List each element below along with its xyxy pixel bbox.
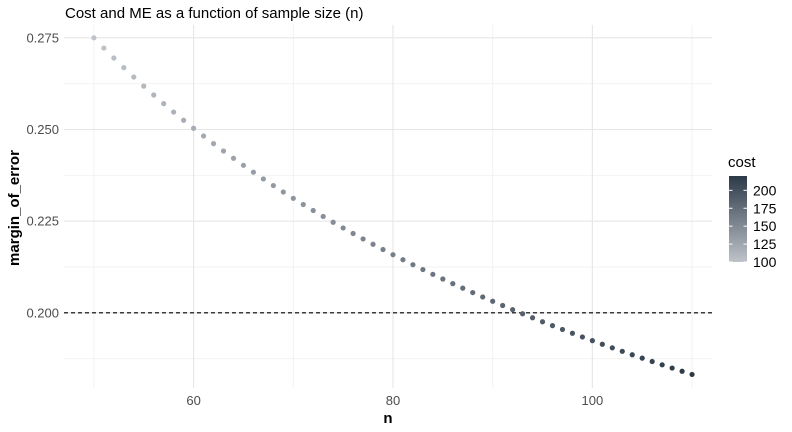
data-point: [510, 307, 516, 313]
data-point: [450, 281, 456, 287]
data-point: [290, 195, 296, 201]
data-point: [141, 83, 147, 89]
chart-title: Cost and ME as a function of sample size…: [65, 5, 363, 22]
data-point: [380, 246, 386, 253]
data-point: [529, 315, 536, 321]
data-point: [370, 241, 376, 247]
y-tick-label: 0.250: [26, 122, 59, 137]
data-point: [440, 276, 446, 282]
data-point: [519, 311, 526, 317]
data-point: [689, 371, 695, 378]
data-point: [181, 117, 187, 123]
minor-gridlines: [64, 25, 712, 388]
data-point: [270, 182, 276, 189]
data-point: [161, 101, 167, 107]
legend-tick-label: 175: [753, 200, 777, 216]
data-point: [480, 294, 486, 300]
x-tick-label: 80: [386, 393, 400, 408]
data-point: [629, 352, 635, 358]
data-point: [340, 225, 346, 231]
y-axis-title: margin_of_error: [6, 150, 23, 266]
x-axis-title: n: [383, 410, 392, 427]
data-point: [220, 148, 227, 154]
data-points: [91, 35, 695, 378]
data-point: [300, 201, 306, 208]
data-point: [410, 262, 416, 268]
data-point: [649, 358, 655, 365]
legend-tick-label: 200: [753, 182, 777, 198]
data-point: [609, 345, 615, 351]
data-point: [619, 348, 625, 354]
data-point: [679, 368, 685, 374]
data-point: [320, 213, 326, 220]
legend-tick-label: 150: [753, 218, 777, 234]
data-point: [191, 125, 197, 131]
data-point: [230, 155, 237, 161]
data-point: [121, 65, 127, 71]
data-point: [101, 45, 107, 51]
major-gridlines: [64, 25, 712, 388]
data-point: [669, 365, 675, 371]
data-point: [390, 252, 396, 258]
legend-title: cost: [728, 154, 756, 171]
y-tick-label: 0.200: [26, 305, 59, 320]
y-axis-ticks: 0.200 0.225 0.250 0.275: [26, 30, 59, 320]
x-tick-label: 100: [582, 393, 604, 408]
data-point: [430, 271, 436, 277]
data-point: [131, 74, 137, 80]
data-point: [460, 285, 466, 291]
data-point: [210, 141, 217, 147]
data-point: [659, 362, 665, 368]
data-point: [280, 189, 286, 195]
data-point: [111, 55, 117, 61]
data-point: [549, 323, 556, 329]
x-axis-ticks: 60 80 100: [186, 393, 603, 408]
legend-tick-label: 100: [753, 254, 777, 270]
data-point: [200, 133, 207, 139]
data-point: [490, 298, 496, 304]
data-point: [500, 302, 506, 309]
x-tick-label: 60: [186, 393, 200, 408]
data-point: [599, 341, 605, 347]
data-point: [470, 289, 476, 296]
data-point: [171, 109, 177, 115]
data-point: [589, 338, 595, 344]
data-point: [330, 219, 336, 225]
data-point: [400, 257, 406, 263]
data-point: [420, 266, 426, 273]
data-point: [240, 162, 247, 168]
data-point: [260, 176, 266, 182]
legend-ticks: 100 125 150 175 200: [729, 182, 777, 270]
data-point: [559, 326, 566, 333]
data-point: [579, 334, 586, 340]
legend-tick-label: 125: [753, 236, 777, 252]
y-tick-label: 0.225: [26, 214, 59, 229]
data-point: [350, 230, 356, 237]
data-point: [310, 207, 316, 214]
cost-legend: cost 100 125 150 175 200: [728, 154, 777, 270]
data-point: [569, 330, 576, 336]
legend-colorbar: [729, 176, 747, 262]
data-point: [639, 355, 645, 361]
data-point: [91, 35, 97, 41]
y-tick-label: 0.275: [26, 30, 59, 45]
data-point: [539, 319, 546, 325]
data-point: [151, 92, 157, 98]
data-point: [360, 236, 366, 242]
data-point: [250, 169, 257, 175]
